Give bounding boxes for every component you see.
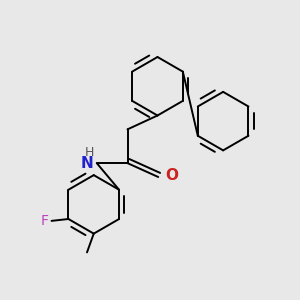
Text: O: O [165, 168, 178, 183]
Text: H: H [84, 146, 94, 159]
Text: F: F [40, 214, 49, 228]
Text: N: N [81, 156, 94, 171]
